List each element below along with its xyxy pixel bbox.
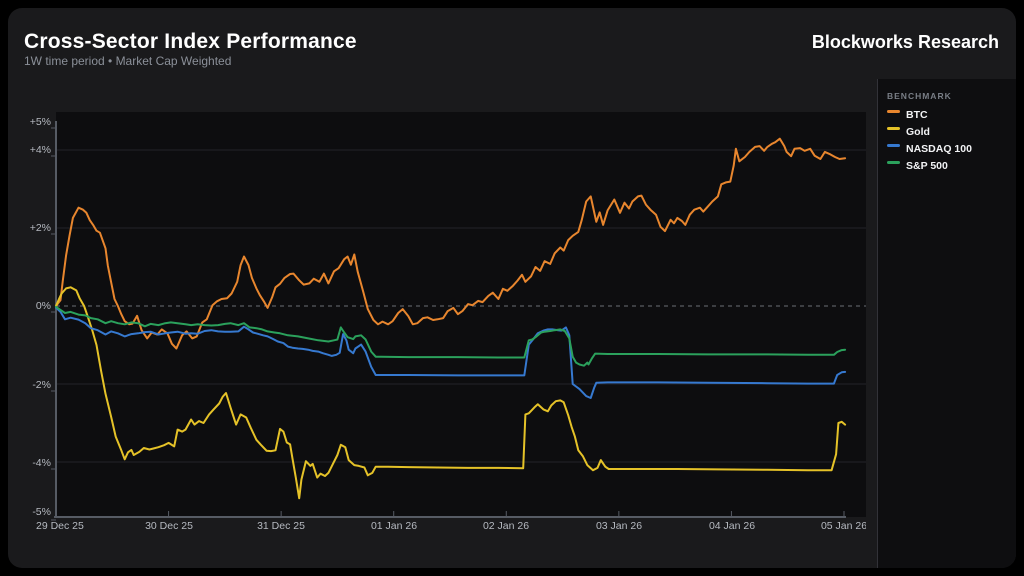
x-tick-label: 02 Jan 26 — [482, 520, 530, 532]
legend-label: Gold — [906, 126, 930, 138]
series-line-s-p-500 — [55, 305, 847, 367]
chart-canvas[interactable] — [8, 8, 1016, 568]
legend-panel: BENCHMARK BTC Gold NASDAQ 100 S&P 500 — [877, 79, 1016, 568]
x-axis-labels: 29 Dec 25 30 Dec 25 31 Dec 25 01 Jan 26 … — [8, 520, 866, 535]
legend-item-gold[interactable]: Gold — [887, 125, 1016, 142]
legend-item-nasdaq-100[interactable]: NASDAQ 100 — [887, 142, 1016, 159]
legend-label: NASDAQ 100 — [906, 143, 972, 155]
series-line-gold — [55, 286, 847, 500]
plot-surface[interactable] — [56, 112, 866, 517]
y-tick-label: -2% — [32, 379, 51, 391]
dashboard-panel: Cross-Sector Index Performance 1W time p… — [8, 8, 1016, 568]
y-tick-label: 0% — [35, 300, 51, 312]
x-tick-label: 05 Jan 26 — [820, 520, 866, 532]
btc-line-swatch — [887, 110, 900, 113]
series-line-btc — [55, 137, 847, 350]
legend-heading: BENCHMARK — [887, 91, 952, 101]
x-tick-label: 31 Dec 25 — [257, 520, 305, 532]
gold-line-swatch — [887, 127, 900, 130]
legend-item-sp-500[interactable]: S&P 500 — [887, 159, 1016, 176]
brand-wordmark: Blockworks Research — [811, 32, 999, 52]
y-tick-label: -4% — [32, 457, 51, 469]
series-line-nasdaq-100 — [55, 306, 847, 399]
x-tick-label: 03 Jan 26 — [595, 520, 643, 532]
nasdaq-100-line-swatch — [887, 144, 900, 147]
x-tick-label: 04 Jan 26 — [708, 520, 756, 532]
y-tick-label: +4% — [29, 144, 51, 156]
y-tick-label: +2% — [29, 222, 51, 234]
x-tick-label: 01 Jan 26 — [370, 520, 418, 532]
legend-item-btc[interactable]: BTC — [887, 108, 1016, 125]
legend-label: S&P 500 — [906, 160, 948, 172]
legend-label: BTC — [906, 109, 928, 121]
performance-chart[interactable]: +5% +4% +2% 0% -2% -4% -5% 29 Dec 25 30 … — [8, 8, 1016, 568]
page-title: Cross-Sector Index Performance — [24, 30, 357, 53]
page-subtitle: 1W time period • Market Cap Weighted — [24, 54, 232, 68]
y-tick-label: -5% — [32, 506, 51, 518]
sp-500-line-swatch — [887, 161, 900, 164]
y-tick-label: +5% — [29, 116, 51, 128]
x-tick-label: 29 Dec 25 — [36, 520, 84, 532]
x-tick-label: 30 Dec 25 — [145, 520, 193, 532]
